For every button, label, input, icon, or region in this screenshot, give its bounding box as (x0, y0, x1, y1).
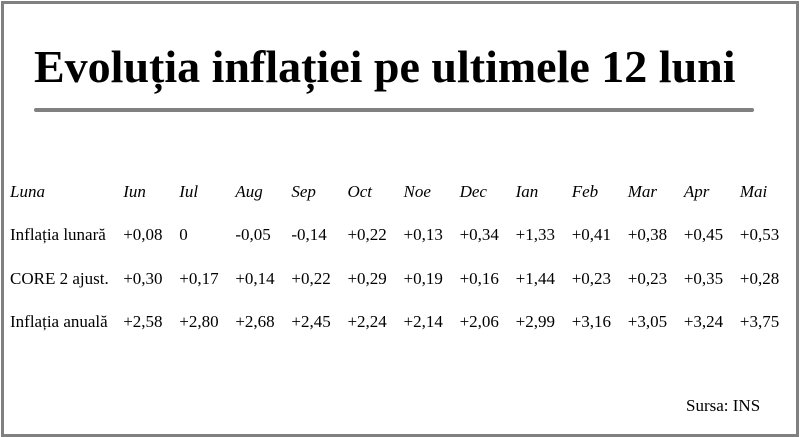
header-label-luna: Luna (10, 181, 45, 201)
table-cell: +0,29 (347, 268, 387, 288)
header-month-oct: Oct (347, 181, 372, 201)
table-cell: +2,45 (291, 312, 331, 332)
header-month-apr: Apr (683, 181, 710, 201)
table-cell: +0,34 (459, 225, 499, 245)
table-cell: +0,22 (291, 268, 331, 288)
inflation-table: Luna Iun Iul Aug Sep Oct Noe Dec Ian Feb… (10, 170, 796, 344)
table-cell: +0,19 (403, 268, 443, 288)
table-cell: +2,68 (235, 312, 275, 332)
row-label: Inflația lunară (10, 225, 106, 245)
table-cell: +0,28 (739, 268, 780, 288)
table-cell: +1,33 (515, 225, 555, 245)
table-cell: +0,45 (683, 225, 724, 245)
table-cell: +0,23 (571, 268, 612, 288)
table-cell: +0,22 (347, 225, 387, 245)
table-cell: +0,16 (459, 268, 499, 288)
header-month-aug: Aug (235, 181, 263, 201)
table-cell: +0,41 (571, 225, 612, 245)
source-note: Sursa: INS (686, 396, 761, 415)
table-cell: +0,38 (627, 225, 668, 245)
row-label: Inflația anuală (10, 312, 108, 332)
header-month-feb: Feb (571, 181, 599, 201)
header-month-mar: Mar (627, 181, 658, 201)
table-cell: +3,24 (683, 312, 724, 332)
table-cell: -0,14 (291, 225, 327, 245)
table-cell: +3,05 (627, 312, 668, 332)
header-month-ian: Ian (515, 181, 539, 201)
header-month-noe: Noe (403, 181, 431, 201)
table-cell: +0,35 (683, 268, 724, 288)
header-month-mai: Mai (739, 181, 768, 201)
table-cell: +3,75 (739, 312, 780, 332)
row-label: CORE 2 ajust. (10, 268, 109, 288)
header-month-sep: Sep (291, 181, 316, 201)
table-row-core-2-ajust: CORE 2 ajust. +0,30 +0,17 +0,14 +0,22 +0… (10, 257, 796, 301)
table-cell: +0,14 (235, 268, 275, 288)
table-row-inflatia-lunara: Inflația lunară +0,08 0 -0,05 -0,14 +0,2… (10, 214, 796, 258)
table-cell: +0,53 (739, 225, 780, 245)
table-cell: +2,14 (403, 312, 443, 332)
page-title: Evoluția inflației pe ultimele 12 luni (34, 41, 736, 92)
table-cell: +0,23 (627, 268, 668, 288)
table-cell: +1,44 (515, 268, 555, 288)
table-cell: +0,30 (123, 268, 163, 288)
table-cell: +2,99 (515, 312, 555, 332)
table-cell: +2,80 (179, 312, 219, 332)
table-cell: -0,05 (235, 225, 271, 245)
header-month-dec: Dec (459, 181, 487, 201)
table-cell: +2,06 (459, 312, 499, 332)
table-cell: +2,24 (347, 312, 387, 332)
table-cell: +3,16 (571, 312, 612, 332)
header-month-iul: Iul (179, 181, 199, 201)
table-row-inflatia-anuala: Inflația anuală +2,58 +2,80 +2,68 +2,45 … (10, 301, 796, 345)
table-header-row: Luna Iun Iul Aug Sep Oct Noe Dec Ian Feb… (10, 170, 796, 214)
table-cell: 0 (179, 225, 188, 245)
table-cell: +0,08 (123, 225, 163, 245)
header-month-iun: Iun (123, 181, 146, 201)
title-underline (34, 108, 754, 112)
table-cell: +0,13 (403, 225, 443, 245)
table-cell: +0,17 (179, 268, 219, 288)
table-cell: +2,58 (123, 312, 163, 332)
